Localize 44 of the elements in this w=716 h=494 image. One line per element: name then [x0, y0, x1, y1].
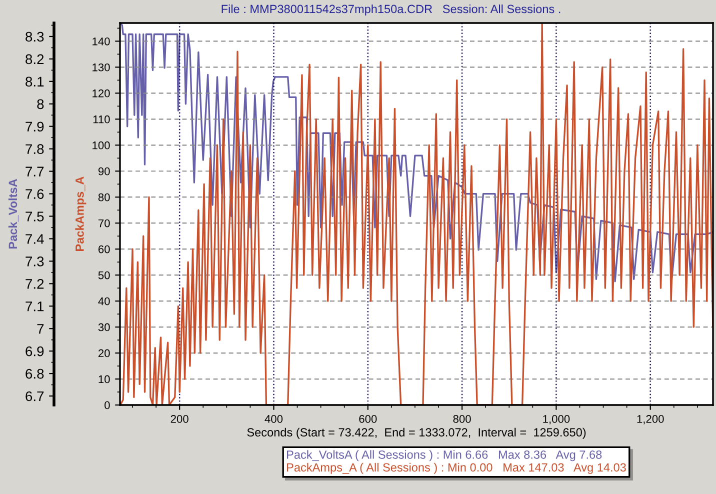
y-tick-label: 40	[98, 297, 110, 306]
y-tick-label: 20	[98, 349, 110, 358]
x-tick-label: 400	[264, 415, 283, 423]
y2-tick-label: 7.2	[26, 278, 44, 289]
y2-tick-label: 7.6	[26, 189, 44, 199]
y2-tick-label: 8.2	[26, 54, 44, 64]
x-tick-label: 1,200	[637, 415, 664, 424]
text: PackAmps_A ( All Sessions ) : Min 0.00 Max 147.03 Avg 14.03	[287, 462, 626, 474]
y-tick-label: 50	[98, 271, 110, 280]
y2-tick-label: 8	[37, 99, 44, 110]
y-tick-label: 110	[93, 115, 110, 124]
y2-tick-label: 6.8	[26, 368, 44, 379]
y-tick-label: 10	[98, 375, 110, 384]
y2-tick-label: 7.4	[26, 234, 44, 244]
x-tick-label: 800	[453, 415, 471, 423]
x-tick-label: 200	[170, 415, 188, 423]
y2-axis-title: Pack_VoltsA	[8, 178, 18, 249]
y2-tick-label: 6.7	[26, 391, 44, 402]
y2-tick-label: 7.5	[26, 212, 44, 222]
y-tick-label: 100	[92, 141, 110, 150]
y-tick-label: 120	[92, 89, 110, 98]
x-tick-label: 1,000	[543, 415, 570, 424]
y-tick-label: 130	[92, 63, 110, 72]
y-tick-label: 30	[98, 323, 110, 332]
y2-tick-label: 7	[37, 324, 44, 334]
y2-tick-label: 8.1	[26, 76, 44, 87]
y-axis-title: PackAmps_A	[75, 176, 86, 251]
y2-tick-label: 7.8	[26, 144, 44, 154]
y2-tick-label: 7.1	[26, 302, 44, 312]
y2-tick-label: 6.9	[26, 346, 44, 356]
y-tick-label: 140	[92, 37, 110, 46]
y-tick-label: 70	[98, 219, 110, 228]
y2-tick-label: 7.3	[26, 256, 44, 266]
text: Pack_VoltsA ( All Sessions ) : Min 6.66 Max 8.36 Avg 7.68	[287, 450, 602, 462]
y2-tick-label: 8.3	[26, 32, 44, 42]
y2-tick-label: 7.7	[26, 166, 44, 176]
y2-tick-label: 7.9	[26, 122, 44, 132]
chart-title: File : MMP380011542s37mph150a.CDR Session: All Sessions .	[222, 4, 560, 16]
x-axis-title: Seconds (Start = 73.422, End = 1333.072, Interval = 1259.650)	[247, 428, 586, 439]
y-tick-label: 0	[104, 401, 110, 410]
y-tick-label: 80	[98, 193, 110, 202]
y-tick-label: 90	[98, 167, 110, 176]
x-tick-label: 600	[359, 415, 377, 423]
y-tick-label: 60	[98, 245, 110, 254]
